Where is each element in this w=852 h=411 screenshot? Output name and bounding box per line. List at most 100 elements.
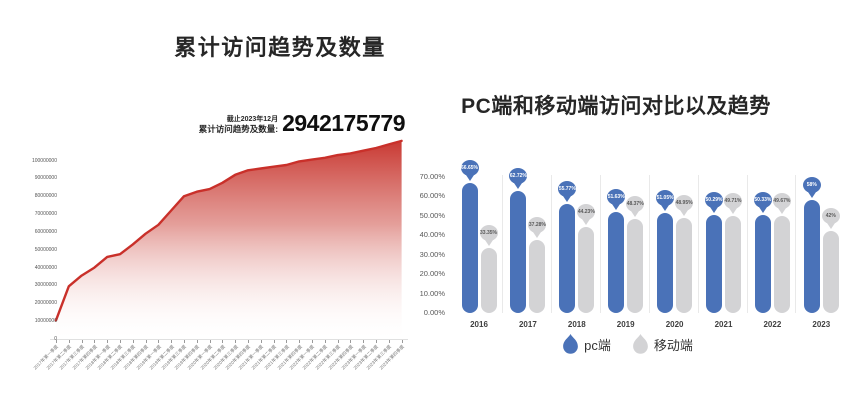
stat-captions: 截止2023年12月 累计访问趋势及数量:: [199, 110, 278, 135]
bar-column-pc-2023: 58%: [802, 150, 821, 313]
pc-drop-icon: [563, 334, 578, 354]
group-divider: [648, 175, 650, 313]
value-balloon-pc-2023: 58%: [802, 176, 821, 198]
bar-mobile-2018[interactable]: [578, 226, 595, 313]
balloon-pointer-icon: [661, 205, 670, 212]
bar-group-2020: 51.05% 48.95% 2020: [651, 150, 699, 329]
bar-pc-2020[interactable]: [657, 213, 674, 313]
value-label-mobile-2017: 37.28%: [528, 217, 547, 234]
x-axis-tick: [363, 340, 365, 343]
x-axis-tick: [248, 340, 249, 343]
x-axis-tick: [337, 340, 339, 343]
bar-column-mobile-2018: 44.23%: [577, 150, 596, 313]
bar-group-2021: 50.29% 49.71% 2021: [700, 150, 748, 329]
value-balloon-mobile-2016: 33.35%: [479, 224, 498, 246]
value-balloon-mobile-2020: 48.95%: [675, 194, 694, 216]
x-axis-tick: [68, 340, 70, 343]
bar-mobile-2022[interactable]: [773, 216, 790, 313]
x-axis-tick: [196, 340, 198, 343]
value-label-mobile-2022: 49.67%: [772, 193, 791, 210]
bar-column-pc-2022: 50.33%: [753, 150, 772, 313]
bar-group-2023: 58% 42% 2023: [797, 150, 845, 329]
value-balloon-mobile-2018: 44.23%: [577, 203, 596, 225]
value-balloon-mobile-2019: 48.37%: [626, 195, 645, 217]
x-axis-tick: [299, 340, 301, 343]
bar-pc-2016[interactable]: [461, 183, 478, 313]
y-axis-label: 70.00%: [419, 171, 445, 181]
x-axis-tick: [324, 340, 326, 343]
value-label-mobile-2019: 48.37%: [626, 195, 645, 212]
x-axis-label-2018: 2018: [567, 320, 586, 329]
x-axis-tick: [120, 340, 121, 343]
bar-column-pc-2019: 51.63%: [607, 150, 626, 313]
value-label-mobile-2023: 42%: [821, 208, 840, 225]
x-axis-baseline: [50, 339, 408, 340]
x-axis-tick: [132, 340, 134, 343]
legend-label-pc: pc端: [584, 337, 611, 353]
y-axis-label: 80000000: [34, 193, 57, 200]
bar-pc-2021[interactable]: [706, 214, 722, 313]
bar-pc-2022[interactable]: [754, 214, 771, 313]
value-balloon-mobile-2023: 42%: [821, 208, 840, 230]
bar-group-2017: 62.72% 37.28% 2017: [504, 150, 552, 329]
x-axis-tick: [401, 340, 403, 343]
bar-column-mobile-2021: 49.71%: [724, 150, 742, 313]
x-axis-label-2022: 2022: [763, 320, 782, 329]
x-axis-label-2019: 2019: [616, 320, 635, 329]
x-axis-label-2023: 2023: [812, 320, 831, 329]
area-chart-svg: [54, 139, 403, 339]
value-balloon-pc-2016: 66.65%: [460, 160, 479, 182]
x-axis-tick: [184, 340, 185, 343]
x-axis-tick: [145, 340, 147, 343]
comparison-bars-plot[interactable]: 70.00% 60.00% 50.00% 40.00% 30.00% 20.00% 10.0…: [404, 150, 852, 350]
balloon-pointer-icon: [612, 204, 621, 211]
y-axis-label: 20000000: [34, 300, 57, 307]
y-axis-label: 50.00%: [419, 210, 445, 220]
x-axis-tick: [94, 340, 96, 343]
bar-mobile-2017[interactable]: [529, 240, 546, 313]
bar-group-2018: 55.77% 44.23% 2018: [553, 150, 601, 329]
bar-pc-2023[interactable]: [803, 199, 820, 313]
cumulative-area-plot[interactable]: 100000000 90000000 80000000 70000000 6000000…: [0, 130, 426, 411]
bar-column-mobile-2022: 49.67%: [772, 150, 791, 313]
legend-item-mobile[interactable]: 移动端: [632, 334, 693, 354]
group-divider: [795, 175, 797, 313]
balloon-pointer-icon: [465, 175, 474, 182]
value-balloon-pc-2022: 50.33%: [753, 191, 772, 213]
value-balloon-pc-2018: 55.77%: [558, 181, 577, 203]
value-balloon-pc-2021: 50.29%: [705, 191, 723, 213]
y-axis-label: 50000000: [34, 246, 57, 253]
bar-group-2016: 66.65% 33.35% 2016: [455, 150, 503, 329]
cumulative-total-value: 2942175779: [282, 110, 405, 136]
bar-mobile-2019[interactable]: [627, 218, 644, 313]
value-label-mobile-2020: 48.95%: [675, 194, 694, 211]
group-divider: [746, 175, 748, 313]
bar-column-mobile-2016: 33.35%: [479, 150, 498, 313]
value-balloon-pc-2020: 51.05%: [656, 190, 675, 212]
balloon-pointer-icon: [680, 209, 689, 216]
bar-pc-2017[interactable]: [510, 190, 527, 313]
bar-group-2019: 51.63% 48.37% 2019: [602, 150, 650, 329]
x-axis-tick: [235, 340, 237, 343]
y-axis-label: 0.00%: [423, 308, 445, 317]
x-axis-label-2021: 2021: [714, 320, 733, 329]
x-axis-tick: [312, 340, 313, 343]
bar-column-mobile-2019: 48.37%: [626, 150, 645, 313]
value-label-pc-2022: 50.33%: [753, 191, 772, 208]
bar-mobile-2023[interactable]: [822, 231, 839, 313]
x-axis-tick: [388, 340, 390, 343]
balloon-pointer-icon: [758, 206, 767, 213]
bar-mobile-2016[interactable]: [480, 247, 497, 313]
bar-pc-2018[interactable]: [559, 204, 576, 313]
value-balloon-mobile-2017: 37.28%: [528, 217, 547, 239]
bar-pc-2019[interactable]: [608, 212, 625, 313]
y-axis-label: 40000000: [34, 264, 57, 271]
value-balloon-mobile-2021: 49.71%: [724, 193, 742, 215]
x-axis-tick: [286, 340, 288, 343]
balloon-pointer-icon: [514, 182, 523, 189]
bar-mobile-2020[interactable]: [676, 217, 693, 313]
bar-mobile-2021[interactable]: [725, 216, 741, 313]
value-label-pc-2016: 66.65%: [460, 160, 479, 177]
legend-item-pc[interactable]: pc端: [563, 334, 611, 354]
x-axis-tick: [222, 340, 224, 343]
